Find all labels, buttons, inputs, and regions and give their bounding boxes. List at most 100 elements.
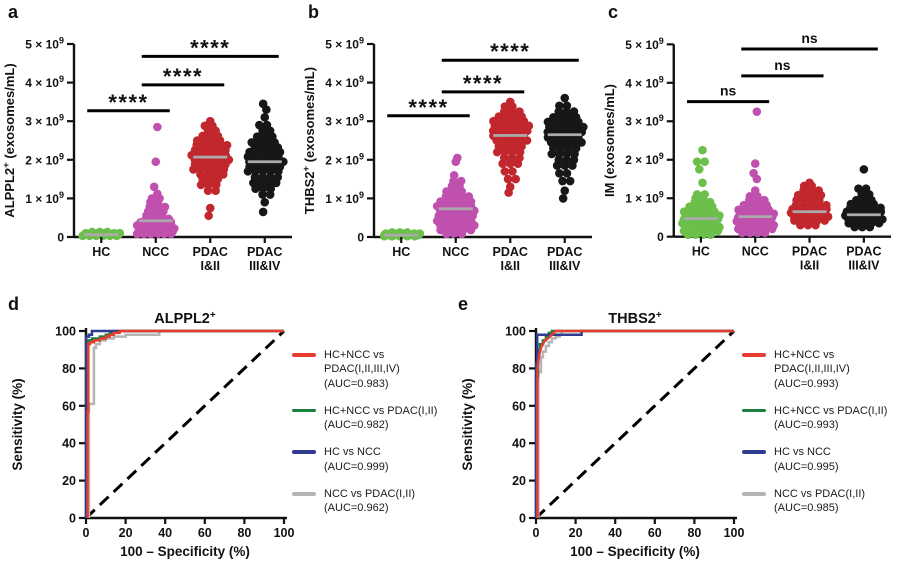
data-point (700, 190, 709, 199)
data-point (558, 176, 567, 186)
y-tick-label: 0 (657, 230, 664, 244)
y-tick-label: 100 (55, 325, 76, 339)
data-point (695, 165, 704, 174)
data-point (562, 101, 572, 111)
legend-label-line: HC+NCC vs (324, 349, 385, 361)
y-tick-label: 0 (57, 231, 64, 245)
legend-label-line: (AUC=0.962) (324, 502, 389, 515)
y-tick-label: 4 × 109 (325, 74, 364, 90)
y-tick-label: 0 (69, 512, 76, 526)
scatter-row: a 0 1 × 109 2 × 109 3 × 109 4 × 109 5 × 109 AL… (0, 0, 899, 290)
panel-e: e THBS2+ 0 20 40 60 80 100 0 20 40 60 80 100 100 – Sp… (450, 290, 899, 573)
data-point (508, 167, 517, 176)
legend-label: HC vs NCC (AUC=0.999) (324, 445, 389, 474)
mean-line (493, 134, 528, 137)
data-point (149, 182, 159, 192)
diagonal-reference-line (534, 329, 736, 520)
data-point (247, 138, 257, 147)
panel-letter-e: e (458, 294, 469, 314)
category-label: PDAC (792, 245, 827, 259)
data-point (698, 145, 707, 155)
data-point (222, 140, 232, 150)
y-tick-label: 0 (519, 512, 526, 526)
category-label: III&IV (249, 259, 281, 273)
mean-line (547, 133, 582, 137)
data-point (453, 153, 462, 163)
panel-c: c 0 1 × 109 2 × 109 3 × 109 4 × 109 5 × 109 IM… (600, 0, 899, 290)
legend-label: HC vs NCC (AUC=0.995) (774, 445, 839, 474)
data-point (449, 170, 459, 180)
data-point (562, 169, 572, 178)
data-point (560, 186, 570, 195)
y-tick-label: 2 × 109 (325, 151, 364, 167)
data-point (700, 157, 709, 166)
legend-label: HC+NCC vs PDAC(I,II) (AUC=0.993) (774, 404, 887, 433)
data-point (494, 112, 504, 121)
data-point (205, 116, 215, 126)
panel-a: a 0 1 × 109 2 × 109 3 × 109 4 × 109 5 × 109 AL… (0, 0, 300, 290)
strip-chart-thbs2: 0 1 × 109 2 × 109 3 × 109 4 × 109 5 × 109 THBS… (301, 36, 592, 273)
panel-d: d ALPPL2+ 0 20 40 60 80 100 0 20 40 60 80 100 100 – S… (0, 290, 450, 573)
strip-chart-alppl2: 0 1 × 109 2 × 109 3 × 109 4 × 109 5 × 109 ALPP… (1, 35, 292, 273)
sig-label: **** (108, 90, 148, 115)
y-tick-label: 80 (512, 362, 526, 376)
y-tick-label: 5 × 109 (25, 36, 64, 52)
legend-item: HC+NCC vs PDAC(I,II,III,IV) (AUC=0.993) (742, 348, 898, 391)
data-point (205, 203, 215, 213)
x-tick-label: 0 (533, 526, 540, 540)
data-point (822, 200, 831, 210)
x-tick-label: 100 (724, 526, 745, 540)
category-label: I&II (501, 259, 520, 273)
category-label: PDAC (247, 245, 282, 259)
legend-label: NCC vs PDAC(I,II) (AUC=0.985) (774, 487, 865, 516)
roc-legend-thbs2: HC+NCC vs PDAC(I,II,III,IV) (AUC=0.993) HC… (742, 348, 898, 529)
data-point (752, 107, 762, 116)
mean-line (247, 160, 282, 164)
data-point (515, 107, 524, 116)
panel-letter-a: a (8, 2, 19, 22)
data-point (565, 176, 575, 186)
legend-label-line: (AUC=0.985) (774, 502, 839, 515)
y-tick-label: 2 × 109 (25, 151, 64, 167)
category-label: III&IV (848, 259, 880, 273)
y-axis-label: Sensitivity (%) (460, 378, 475, 470)
data-point (153, 122, 162, 132)
category-label: HC (92, 245, 110, 259)
data-point (258, 99, 268, 109)
sig-label: **** (490, 39, 530, 64)
sig-label: **** (408, 95, 448, 120)
y-tick-label: 1 × 109 (325, 190, 364, 206)
category-label: PDAC (493, 245, 528, 259)
data-point (876, 203, 885, 213)
legend-item: NCC vs PDAC(I,II) (AUC=0.962) (292, 487, 448, 516)
y-tick-label: 80 (62, 362, 76, 376)
legend-label-line: HC vs NCC (774, 446, 831, 459)
data-point (198, 131, 207, 141)
legend-label-line: (AUC=0.993) (774, 419, 839, 432)
x-tick-label: 60 (198, 526, 212, 540)
data-point (739, 200, 749, 210)
mean-line (193, 155, 228, 159)
legend-label: HC+NCC vs PDAC(I,II,III,IV) (AUC=0.983) (324, 348, 400, 391)
legend-label-line: HC+NCC vs PDAC(I,II) (324, 404, 438, 417)
y-tick-label: 2 × 109 (625, 151, 664, 167)
data-point (260, 113, 270, 122)
chart-title: ALPPL2+ (154, 310, 216, 327)
panel-letter-b: b (308, 2, 319, 22)
panel-letter-d: d (8, 294, 19, 314)
mean-line (138, 219, 173, 223)
y-tick-label: 3 × 109 (325, 113, 364, 129)
data-point (549, 113, 558, 122)
category-label: III&IV (549, 259, 581, 273)
mean-line (738, 215, 773, 219)
legend-swatch-green (742, 408, 766, 413)
roc-curve-red (86, 329, 284, 518)
sig-label: **** (190, 35, 230, 60)
legend-label-line: NCC vs PDAC(I,II) (774, 488, 866, 501)
y-tick-label: 40 (512, 437, 526, 451)
y-tick-label: 60 (62, 399, 76, 413)
x-axis-label: 100 – Specificity (%) (120, 544, 250, 559)
data-point (456, 176, 466, 186)
x-tick-label: 80 (687, 526, 701, 540)
